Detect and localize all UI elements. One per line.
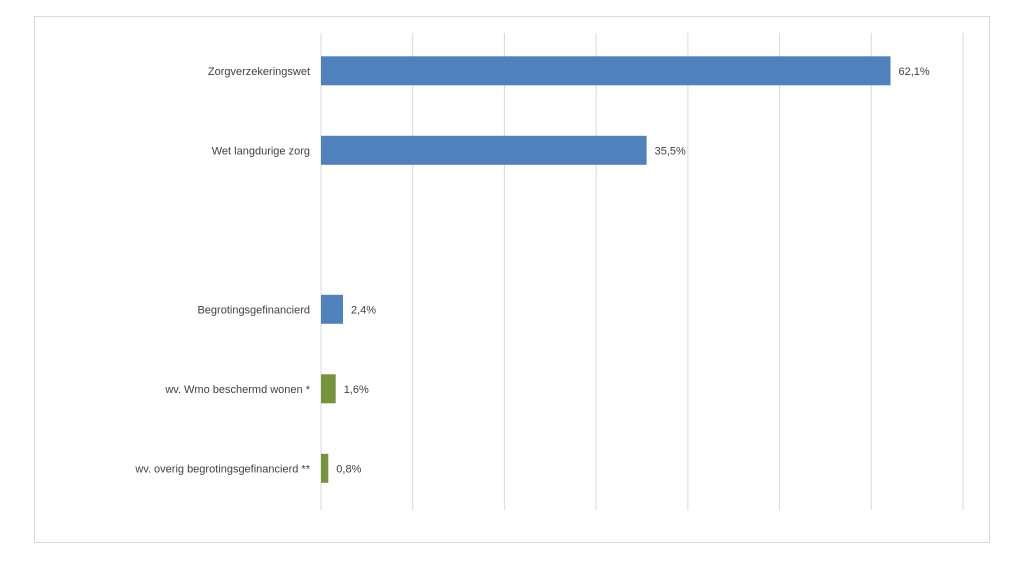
category-label: Zorgverzekeringswet (208, 66, 310, 78)
chart-frame (34, 16, 990, 543)
category-label: Begrotingsgefinancierd (197, 304, 310, 316)
bar (321, 294, 343, 324)
category-label: wv. overig begrotingsgefinancierd ** (134, 463, 310, 475)
data-label: 2,4% (351, 304, 376, 316)
bar (321, 56, 891, 86)
category-label: Wet langdurige zorg (212, 145, 310, 157)
bar (321, 453, 329, 483)
data-label: 1,6% (344, 384, 369, 396)
data-label: 35,5% (655, 145, 686, 157)
category-label: wv. Wmo beschermd wonen * (164, 384, 310, 396)
data-label: 62,1% (899, 66, 930, 78)
bar (321, 135, 647, 165)
bar (321, 374, 336, 404)
data-label: 0,8% (336, 463, 361, 475)
